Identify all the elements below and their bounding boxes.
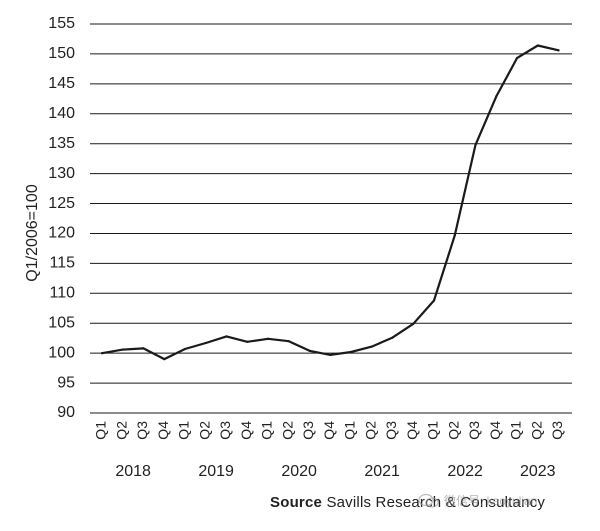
y-tick-label: 105 xyxy=(48,314,75,331)
data-point xyxy=(266,337,270,340)
x-tick-label: Q4 xyxy=(487,421,503,440)
data-point xyxy=(536,44,539,47)
wechat-logo-icon xyxy=(418,493,439,508)
y-tick-label: 135 xyxy=(48,135,75,152)
series-line xyxy=(100,44,560,361)
gridlines xyxy=(90,23,572,414)
y-tick-label: 145 xyxy=(48,75,75,92)
x-tick-label: Q1 xyxy=(508,421,524,440)
x-tick-label: Q1 xyxy=(176,421,192,440)
year-label: 2022 xyxy=(447,463,483,480)
y-axis-label: Q1/2006=100 xyxy=(24,184,41,282)
data-point xyxy=(432,299,436,302)
data-point xyxy=(142,347,145,350)
year-label: 2023 xyxy=(520,463,556,480)
data-point xyxy=(183,347,187,351)
x-tick-label: Q1 xyxy=(259,421,275,440)
x-tick-label: Q3 xyxy=(466,421,482,440)
year-label: 2020 xyxy=(281,463,317,480)
x-tick-label: Q2 xyxy=(279,421,295,440)
data-point xyxy=(391,336,394,339)
x-tick-label: Q4 xyxy=(404,421,420,440)
y-tick-label: 90 xyxy=(57,404,75,421)
data-point xyxy=(495,95,498,98)
year-label: 2019 xyxy=(198,463,234,480)
y-tick-label: 115 xyxy=(49,255,75,272)
y-tick-label: 150 xyxy=(48,45,75,62)
data-point xyxy=(121,348,124,351)
year-label: 2018 xyxy=(115,463,151,480)
x-tick-label: Q1 xyxy=(93,421,109,440)
data-point xyxy=(308,349,311,352)
data-point xyxy=(453,234,456,237)
x-tick-label: Q1 xyxy=(425,421,441,440)
watermark-text: 微信号: kaoyulian xyxy=(444,494,538,508)
source-label: Source xyxy=(270,494,323,511)
x-tick-label: Q2 xyxy=(528,421,544,440)
data-point xyxy=(349,350,353,354)
data-point xyxy=(329,353,332,357)
y-tick-label: 110 xyxy=(49,285,75,302)
year-label: 2021 xyxy=(364,463,400,480)
y-tick-label: 95 xyxy=(57,374,75,391)
watermark: 微信号: kaoyulian xyxy=(418,492,537,509)
x-tick-label: Q4 xyxy=(155,421,171,440)
y-tick-label: 130 xyxy=(48,165,75,182)
x-tick-label: Q2 xyxy=(113,421,129,440)
data-point xyxy=(287,340,290,343)
source-text: Savills Research & Consultancy xyxy=(326,494,546,511)
x-tick-label: Q2 xyxy=(196,421,212,440)
y-tick-label: 120 xyxy=(48,225,75,242)
x-tick-label: Q2 xyxy=(445,421,461,440)
year-labels: 2018 2019 2020 2021 2022 2023 xyxy=(115,463,555,480)
y-tick-label: 125 xyxy=(48,195,75,212)
data-point xyxy=(100,352,104,355)
y-tick-label: 155 xyxy=(48,15,75,32)
data-point xyxy=(225,335,228,338)
data-point xyxy=(204,341,207,345)
y-tick-label: 100 xyxy=(48,344,75,361)
x-tick-label: Q3 xyxy=(549,421,565,440)
data-point xyxy=(515,57,519,60)
x-tick-label: Q3 xyxy=(300,421,316,440)
x-tick-label: Q2 xyxy=(362,421,378,440)
source-note: Source Savills Research & Consultancy xyxy=(270,494,545,511)
data-point xyxy=(412,322,415,325)
data-point xyxy=(246,340,249,343)
y-tick-labels: 90 95 100 105 110 115 120 125 130 135 140 145 150 155 xyxy=(48,15,75,421)
x-tick-labels: Q1 Q2 Q3 Q4 Q1 Q2 Q3 Q4 Q1 Q2 Q3 Q4 Q1 Q2 Q3 Q4 Q1 Q2 Q3 Q4… xyxy=(93,421,566,440)
x-tick-label: Q3 xyxy=(383,421,399,440)
series-lines xyxy=(100,44,560,361)
x-tick-label: Q3 xyxy=(217,421,233,440)
data-point xyxy=(557,49,560,52)
x-tick-label: Q4 xyxy=(238,421,254,440)
y-tick-label: 140 xyxy=(48,105,75,122)
x-tick-label: Q3 xyxy=(134,421,150,440)
data-point xyxy=(370,345,373,348)
x-tick-label: Q4 xyxy=(321,421,337,440)
x-tick-label: Q1 xyxy=(342,421,358,440)
data-point xyxy=(474,143,477,146)
data-point xyxy=(163,358,166,361)
